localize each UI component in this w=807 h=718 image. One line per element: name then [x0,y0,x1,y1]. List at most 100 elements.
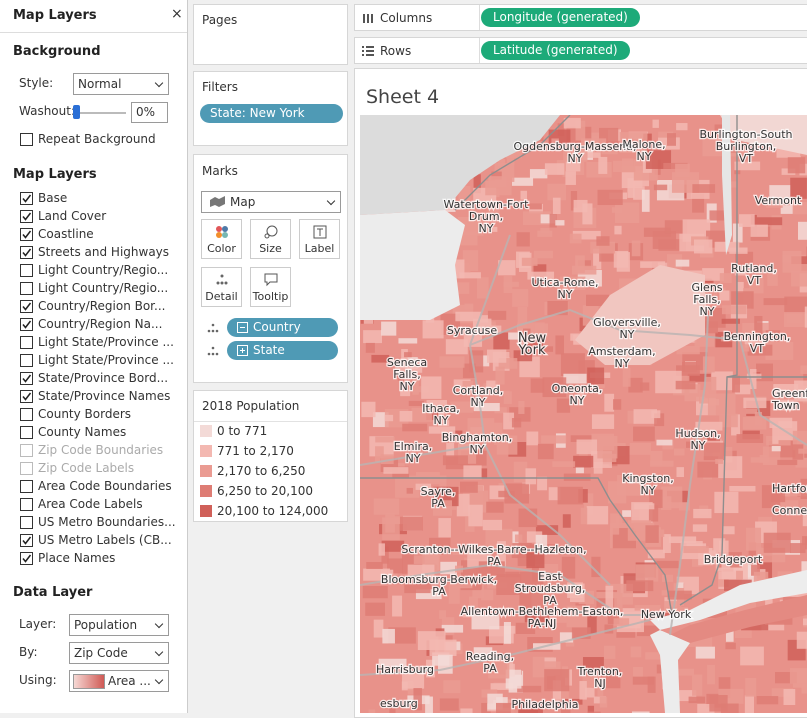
checkbox[interactable] [20,264,33,277]
filter-pill[interactable]: State: New York [200,104,343,123]
region-cell [677,669,694,676]
checkbox[interactable] [20,444,33,457]
layer-label: Light Country/Regio... [38,281,168,295]
region-cell [600,697,607,708]
place-label: NY [479,222,494,235]
column-pill[interactable]: Longitude (generated) [481,8,640,27]
region-cell [463,465,481,479]
region-cell [460,482,478,493]
checkbox[interactable] [20,246,33,259]
layer-label: US Metro Labels (CB... [38,533,172,547]
region-cell [696,647,715,659]
legend-swatch [200,485,212,497]
lake-ontario [360,210,465,320]
checkbox[interactable] [20,354,33,367]
mark-button[interactable]: Tooltip [250,267,291,307]
region-cell [558,487,583,505]
checkbox[interactable] [20,534,33,547]
region-cell [526,432,538,446]
checkbox[interactable] [20,516,33,529]
region-cell [553,198,561,214]
style-dropdown[interactable]: Normal [73,73,169,95]
checkbox[interactable] [20,390,33,403]
washout-input[interactable]: 0% [131,102,168,123]
by-dropdown[interactable]: Zip Code [69,642,169,664]
region-cell [438,518,451,537]
checkbox[interactable] [20,228,33,241]
checkbox[interactable] [20,462,33,475]
section-heading: Data Layer [13,585,92,600]
checkbox[interactable] [20,480,33,493]
region-cell [407,488,413,494]
region-cell [400,411,413,422]
icon [313,225,327,242]
region-cell [561,353,585,376]
region-cell [632,240,641,256]
separator [194,421,347,422]
row-pill[interactable]: Latitude (generated) [481,41,630,60]
place-label: VT [750,342,765,355]
region-cell [385,415,393,421]
region-cell [667,133,676,146]
region-cell [400,517,423,531]
checkbox[interactable] [20,300,33,313]
region-cell [518,401,524,414]
region-cell [725,643,735,649]
region-cell [587,152,601,158]
mark-button[interactable]: Color [201,219,242,259]
region-cell [782,251,801,273]
region-cell [570,234,582,244]
layer-dropdown[interactable]: Population [69,614,169,636]
region-cell [382,629,395,644]
close-button[interactable]: × [171,6,183,22]
checkbox[interactable] [20,192,33,205]
region-cell [398,338,417,343]
button-label: Detail [202,290,241,303]
checkbox[interactable] [20,336,33,349]
checkbox[interactable] [20,133,33,146]
region-cell [540,228,549,233]
region-cell [676,381,696,390]
mark-button[interactable]: Detail [201,267,242,307]
using-label: Using: [19,673,57,687]
checkbox[interactable] [20,426,33,439]
button-label: Label [300,242,339,255]
place-label: PA [483,662,497,675]
region-cell [361,402,375,417]
mark-button[interactable]: Label [299,219,340,259]
region-cell [784,297,807,314]
expand-icon[interactable] [237,322,248,333]
region-cell [457,494,470,516]
washout-slider[interactable] [74,112,126,114]
region-cell [598,157,607,174]
place-label: Harrisburg [376,663,434,676]
region-cell [676,260,690,267]
region-cell [514,462,527,483]
expand-icon[interactable] [237,345,248,356]
slider-thumb[interactable] [73,105,80,119]
checkbox[interactable] [20,318,33,331]
icon [264,273,278,290]
region-cell [692,675,702,696]
place-label: Syracuse [447,324,498,337]
layer-label: Place Names [38,551,115,565]
region-cell [721,704,739,713]
checkbox[interactable] [20,408,33,421]
card-title: Filters [202,80,238,94]
checkbox[interactable] [20,552,33,565]
place-label: PA [432,585,446,598]
checkbox[interactable] [20,210,33,223]
sheet-title: Sheet 4 [366,86,439,108]
checkbox[interactable] [20,372,33,385]
place-label: NY [434,414,449,427]
field-pill[interactable]: Country [227,318,338,337]
region-cell [798,449,807,454]
mark-button[interactable]: Size [250,219,291,259]
checkbox[interactable] [20,282,33,295]
region-cell [709,210,725,220]
region-cell [455,312,481,322]
region-cell [764,298,788,305]
field-pill[interactable]: State [227,341,338,360]
checkbox[interactable] [20,498,33,511]
